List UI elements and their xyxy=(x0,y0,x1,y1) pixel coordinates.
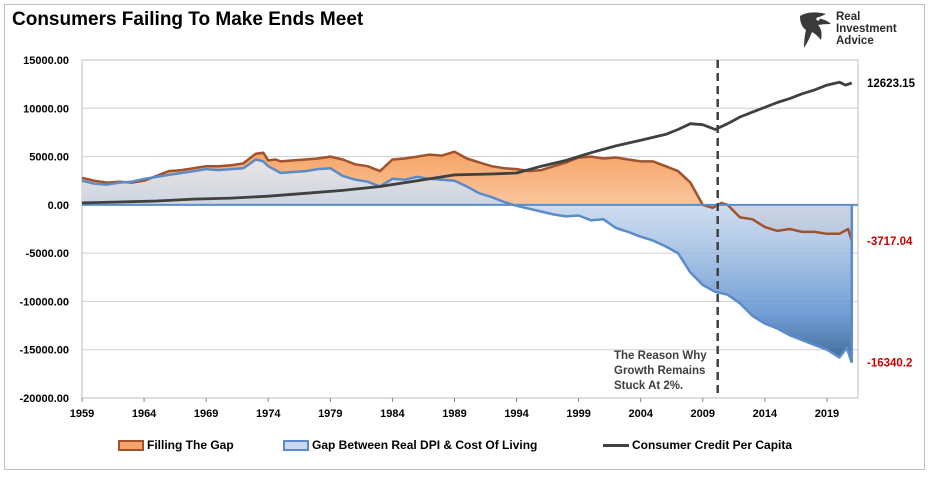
x-tick-label: 2009 xyxy=(691,408,715,420)
legend-label-gap: Gap Between Real DPI & Cost Of Living xyxy=(312,438,538,452)
line-consumer-credit xyxy=(81,80,853,205)
end-value-label: -3717.04 xyxy=(867,236,913,248)
area-gap-real-dpi xyxy=(82,159,852,363)
chart-title: Consumers Failing To Make Ends Meet xyxy=(12,9,364,30)
chart-legend: Filling The Gap Gap Between Real DPI & C… xyxy=(0,438,931,458)
x-tick-label: 1964 xyxy=(132,408,157,420)
y-tick-label: -15000.00 xyxy=(19,345,69,357)
company-logo: Real Investment Advice xyxy=(796,10,921,54)
logo-line-2: Investment xyxy=(836,23,897,35)
logo-line-3: Advice xyxy=(836,35,874,47)
x-tick-label: 1994 xyxy=(504,408,529,420)
x-tick-label: 1979 xyxy=(318,408,342,420)
legend-item-filling-the-gap: Filling The Gap xyxy=(118,438,234,452)
x-tick-label: 1959 xyxy=(70,408,94,420)
legend-item-gap: Gap Between Real DPI & Cost Of Living xyxy=(283,438,537,452)
legend-label-filling-the-gap: Filling The Gap xyxy=(147,438,234,452)
end-value-label: -16340.2 xyxy=(867,358,912,370)
legend-swatch-filling-the-gap xyxy=(118,439,144,451)
end-value-label: 12623.15 xyxy=(867,78,916,90)
logo-line-1: Real xyxy=(836,11,861,23)
x-tick-label: 2019 xyxy=(815,408,839,420)
x-tick-label: 2014 xyxy=(753,408,778,420)
y-tick-label: 15000.00 xyxy=(23,55,69,67)
y-tick-label: 5000.00 xyxy=(29,152,69,164)
logo-text: Real Investment Advice xyxy=(836,11,897,47)
plot-border xyxy=(81,59,859,399)
y-tick-label: -10000.00 xyxy=(19,296,69,308)
legend-item-consumer-credit: Consumer Credit Per Capita xyxy=(603,438,792,452)
line-gap-real-dpi xyxy=(81,158,853,364)
annotation-text-line: The Reason Why xyxy=(614,350,707,362)
annotation-text-line: Stuck At 2%. xyxy=(614,380,683,392)
y-tick-label: -5000.00 xyxy=(26,248,69,260)
legend-swatch-gap xyxy=(283,439,309,451)
legend-label-consumer-credit: Consumer Credit Per Capita xyxy=(632,438,793,452)
x-tick-label: 1989 xyxy=(442,408,466,420)
x-tick-label: 1974 xyxy=(256,408,281,420)
legend-swatch-consumer-credit xyxy=(603,443,629,447)
chart-frame xyxy=(4,4,925,470)
y-tick-label: 10000.00 xyxy=(23,103,69,115)
x-tick-label: 1969 xyxy=(194,408,218,420)
x-tick-label: 1984 xyxy=(380,408,405,420)
x-tick-label: 1999 xyxy=(566,408,590,420)
x-tick-label: 2004 xyxy=(628,408,653,420)
y-tick-label: 0.00 xyxy=(48,200,69,212)
annotation-text-line: Growth Remains xyxy=(614,365,705,377)
y-tick-label: -20000.00 xyxy=(19,393,69,405)
eagle-logo-icon xyxy=(800,12,831,48)
